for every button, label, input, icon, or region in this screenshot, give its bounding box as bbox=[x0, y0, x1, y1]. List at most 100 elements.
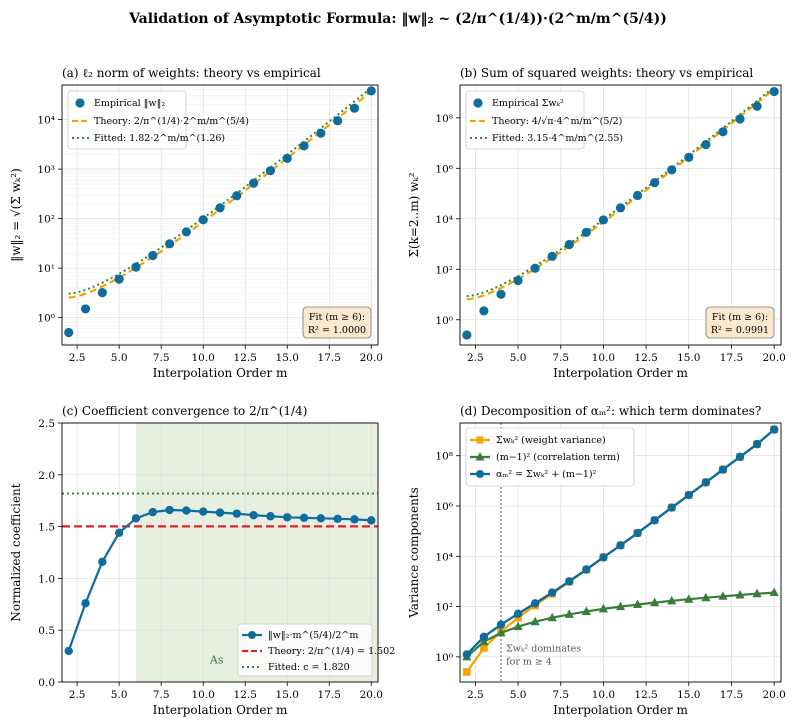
y-tick-label: 0.5 bbox=[38, 625, 55, 637]
x-tick-label: 7.5 bbox=[552, 352, 569, 364]
empirical-point bbox=[615, 203, 626, 213]
correlation-point bbox=[769, 587, 779, 597]
empirical-point bbox=[131, 262, 141, 272]
correlation-point bbox=[650, 597, 660, 607]
x-tick-label: 2.5 bbox=[69, 689, 86, 701]
empirical-point bbox=[684, 152, 694, 162]
annotation-line2: for m ≥ 4 bbox=[506, 657, 552, 668]
x-tick-label: 15.0 bbox=[677, 689, 700, 701]
alpha-point bbox=[479, 632, 489, 642]
panel-a: 2.5 5.0 7.5 10.0 12.5 15.0 17.5 20.0 10⁰ 10¹ 10² 10… bbox=[9, 66, 383, 380]
alpha-point bbox=[718, 465, 728, 474]
correlation-point bbox=[701, 592, 711, 602]
x-axis-label: Interpolation Order m bbox=[553, 366, 688, 380]
empirical-point bbox=[181, 227, 191, 237]
panel-title: (b) Sum of squared weights: theory vs em… bbox=[460, 66, 753, 80]
panel-title: (a) ℓ₂ norm of weights: theory vs empiri… bbox=[62, 66, 321, 80]
coefficient-point bbox=[249, 511, 258, 520]
alpha-point bbox=[701, 478, 711, 487]
x-tick-label: 2.5 bbox=[467, 689, 484, 701]
x-tick-label: 7.5 bbox=[153, 689, 170, 701]
coefficient-point bbox=[165, 505, 174, 515]
empirical-point bbox=[718, 127, 728, 137]
x-tick-label: 17.5 bbox=[318, 352, 341, 364]
y-tick-label: 10⁴ bbox=[435, 551, 453, 563]
legend-label-theory: Theory: 4/√π·4^m/m^(5/2) bbox=[492, 116, 622, 127]
legend-label-fitted: Fitted: 1.82·2^m/m^(1.26) bbox=[94, 133, 225, 144]
coefficient-point bbox=[316, 514, 326, 523]
axes-frame bbox=[459, 84, 782, 346]
y-tick-label: 1.5 bbox=[38, 522, 55, 534]
fit-box bbox=[705, 306, 775, 339]
empirical-point bbox=[650, 178, 660, 188]
x-tick-label: 10.0 bbox=[592, 689, 615, 701]
legend-box bbox=[67, 90, 187, 150]
y-tick-label: 10⁰ bbox=[435, 315, 453, 327]
correlation-point bbox=[615, 601, 626, 611]
alpha-point bbox=[565, 577, 574, 586]
empirical-point bbox=[667, 165, 677, 175]
correlation-point bbox=[496, 627, 506, 637]
correlation-point bbox=[632, 599, 643, 608]
correlation-point bbox=[752, 588, 762, 598]
legend-marker-square bbox=[476, 436, 484, 444]
x-tick-label: 7.5 bbox=[552, 689, 569, 701]
empirical-point bbox=[299, 141, 309, 151]
y-tick-label: 2.0 bbox=[38, 470, 55, 482]
legend-marker-point bbox=[248, 631, 256, 639]
asymptotic-region-label: As bbox=[209, 653, 224, 666]
correlation-point bbox=[598, 603, 609, 613]
coefficient-point bbox=[283, 513, 292, 522]
legend-label-fitted: Fitted: 3.15·4^m/m^(2.55) bbox=[492, 133, 623, 144]
coefficient-point bbox=[81, 599, 90, 608]
x-tick-label: 7.5 bbox=[153, 352, 170, 364]
empirical-point bbox=[148, 250, 158, 261]
empirical-point bbox=[462, 330, 472, 340]
alpha-point bbox=[530, 599, 540, 608]
y-tick-label: 10² bbox=[37, 214, 55, 226]
fit-box-line2: R² = 1.0000 bbox=[308, 325, 366, 336]
x-tick-label: 2.5 bbox=[69, 352, 86, 364]
y-axis-label: Normalized coefficient bbox=[9, 483, 23, 621]
legend-label-empirical: Empirical ‖w‖₂ bbox=[94, 98, 165, 109]
legend-marker-empirical bbox=[473, 98, 483, 108]
empirical-point bbox=[64, 327, 74, 338]
correlation-point bbox=[735, 589, 745, 599]
empirical-point bbox=[215, 203, 225, 213]
x-tick-label: 17.5 bbox=[720, 689, 743, 701]
empirical-point bbox=[80, 304, 91, 314]
weight-variance-point bbox=[463, 668, 471, 676]
coefficient-point bbox=[182, 506, 191, 515]
alpha-point bbox=[599, 553, 608, 562]
panel-d: 2.5 5.0 7.5 10.0 12.5 15.0 17.5 20.0 10⁰ 10² 10⁴ 10… bbox=[407, 404, 786, 717]
empirical-point bbox=[513, 275, 523, 286]
y-tick-label: 10⁶ bbox=[435, 501, 453, 513]
coefficient-point bbox=[215, 508, 225, 517]
coefficient-point bbox=[148, 507, 157, 517]
coefficient-point bbox=[198, 507, 208, 516]
empirical-point bbox=[479, 306, 489, 316]
x-axis-label: Interpolation Order m bbox=[153, 366, 288, 380]
empirical-point bbox=[701, 140, 711, 150]
axes-frame bbox=[61, 422, 379, 683]
alpha-point bbox=[496, 620, 506, 629]
y-tick-label: 2.5 bbox=[38, 418, 55, 430]
alpha-point bbox=[513, 609, 523, 618]
y-tick-label: 10¹ bbox=[37, 263, 55, 275]
empirical-point bbox=[232, 191, 242, 201]
series-layer bbox=[462, 86, 779, 340]
empirical-point bbox=[349, 103, 360, 113]
coefficient-point bbox=[232, 509, 242, 518]
x-tick-label: 12.5 bbox=[634, 352, 657, 364]
empirical-point bbox=[769, 86, 779, 97]
alpha-point bbox=[548, 588, 557, 597]
legend-label-empirical: Empirical Σwₖ² bbox=[492, 98, 564, 109]
panel-c: 2.5 5.0 7.5 10.0 12.5 15.0 17.5 20.0 0.0 0.5 1.0 1.… bbox=[9, 404, 395, 717]
alpha-point bbox=[752, 439, 762, 449]
empirical-point bbox=[282, 153, 292, 163]
y-tick-label: 10⁴ bbox=[37, 115, 55, 127]
x-tick-label: 15.0 bbox=[276, 352, 299, 364]
legend-label-theory: Theory: 2/π^(1/4)·2^m/m^(5/4) bbox=[94, 116, 249, 127]
legend-label-alpha: αₘ² = Σwₖ² + (m−1)² bbox=[496, 469, 597, 480]
empirical-point bbox=[735, 114, 745, 124]
